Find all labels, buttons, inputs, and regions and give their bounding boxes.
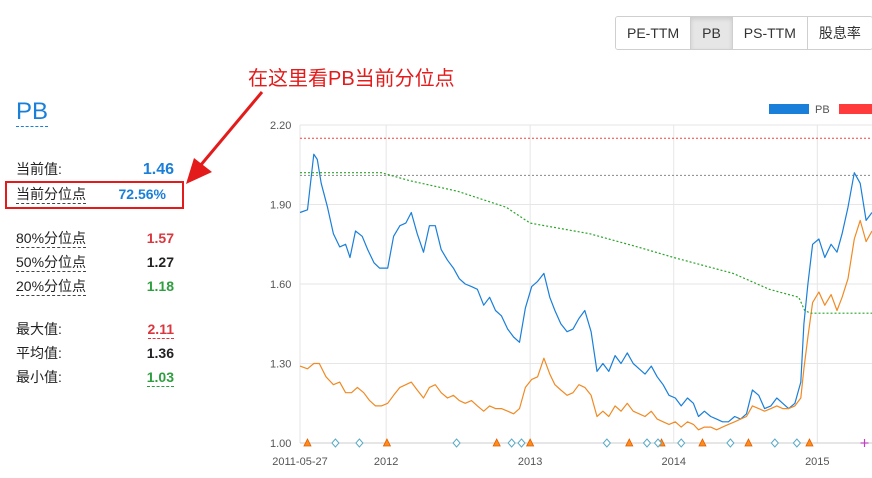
stat-50-percentile: 50%分位点 1.27 [16,254,176,274]
event-marker-diamond [602,438,612,448]
stat-label: 20%分位点 [16,278,87,296]
y-tick-label: 1.90 [270,200,291,212]
tab-pb[interactable]: PB [690,17,732,49]
tab-pe-ttm[interactable]: PE-TTM [616,17,691,49]
annotation-text: 在这里看PB当前分位点 [248,68,455,90]
event-marker-diamond [452,438,461,448]
stat-value: 1.18 [146,278,174,294]
event-marker-triangle [492,438,501,447]
stat-label: 平均值: [16,345,62,361]
legend-label-pb: PB [815,104,830,116]
x-tick-label: 2015 [805,456,829,468]
stat-80-percentile: 80%分位点 1.57 [16,230,176,250]
event-marker-diamond [677,438,686,448]
tab-dividend-yield[interactable]: 股息率 [806,17,872,49]
legend-swatch-red [839,104,872,114]
pb-series-line [299,153,872,423]
stat-value: 72.56% [118,186,166,202]
stat-label: 50%分位点 [16,254,87,272]
stat-mean: 平均值: 1.36 [16,345,176,365]
event-marker-triangle [303,438,312,447]
x-tick-label: 2013 [518,456,542,468]
stat-label: 当前值: [16,161,62,177]
stat-20-percentile: 20%分位点 1.18 [16,278,176,298]
metric-tab-group: PE-TTM PB PS-TTM 股息率 [615,16,872,50]
event-marker-diamond [792,438,802,448]
stat-min: 最小值: 1.03 [16,369,176,389]
stat-value: 2.11 [147,321,174,339]
stat-label: 80%分位点 [16,230,87,248]
x-tick-label: 2014 [661,456,685,468]
stat-value: 1.27 [146,254,174,270]
moving-average-line [300,172,872,314]
comparison-series-line [299,219,872,431]
y-tick-label: 1.30 [270,359,291,371]
event-marker-diamond [331,438,340,448]
stat-value: 1.46 [142,161,174,178]
event-marker-triangle [744,438,753,447]
stat-current-value: 当前值: 1.46 [16,161,176,181]
metric-title[interactable]: PB [16,98,49,127]
event-marker-diamond [770,438,779,448]
y-tick-label: 1.60 [270,279,291,291]
tab-ps-ttm[interactable]: PS-TTM [731,17,807,49]
stat-value: 1.57 [146,230,174,246]
event-marker-triangle [525,438,535,447]
x-tick-label: 2011-05-27 [272,456,327,468]
event-marker-diamond [507,438,516,448]
stat-label: 最大值: [16,321,62,337]
event-marker-diamond [642,438,652,448]
stat-max: 最大值: 2.11 [16,321,176,341]
event-marker-triangle [382,438,392,447]
event-marker-triangle [698,438,707,447]
event-marker-diamond [653,438,663,448]
event-marker-diamond [517,438,526,448]
stat-current-percentile: 当前分位点 72.56% [16,186,176,206]
y-tick-label: 2.20 [270,120,291,132]
x-tick-label: 2012 [374,456,398,468]
stat-label: 当前分位点 [16,186,86,204]
y-tick-label: 1.00 [270,438,291,450]
event-marker-diamond [355,438,364,448]
stat-label: 最小值: [16,369,62,385]
stat-value: 1.03 [146,369,174,387]
event-marker-diamond [726,438,735,448]
event-marker-triangle [805,438,814,447]
stat-value: 1.36 [146,345,174,361]
highlight-box [5,181,184,209]
event-marker-triangle [625,438,634,447]
legend-swatch-pb [769,104,809,114]
